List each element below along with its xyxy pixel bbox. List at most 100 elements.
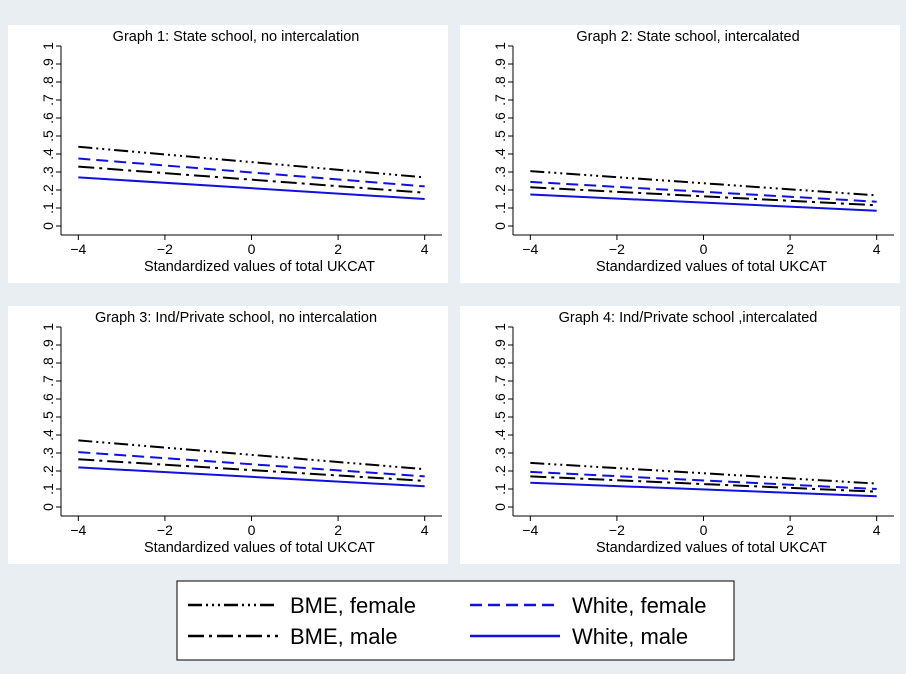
y-tick-label: .1 [492,483,508,495]
x-tick-label: 0 [248,241,256,257]
series-line-bme-female [530,170,877,197]
legend-label: BME, male [290,624,398,649]
y-tick-label: .3 [492,166,508,178]
x-tick-label: −4 [70,522,86,538]
y-tick-label: .1 [40,202,56,214]
x-tick-label: 2 [786,522,794,538]
y-tick-label: .3 [492,447,508,459]
y-tick-label: .1 [40,483,56,495]
x-axis-label: Standardized values of total UKCAT [596,259,827,275]
y-tick-label: .5 [492,130,508,142]
y-tick-label: .3 [40,447,56,459]
legend-label: BME, female [290,593,416,618]
x-tick-label: 2 [786,241,794,257]
legend-item: BME, male [188,624,398,649]
y-tick-label: .5 [40,130,56,142]
panel-3: Graph 3: Ind/Private school, no intercal… [8,306,448,564]
x-tick-label: −2 [157,241,173,257]
y-tick-label: .8 [492,76,508,88]
y-tick-label: 0 [492,503,508,511]
x-tick-label: −4 [70,241,86,257]
x-tick-label: −2 [609,241,625,257]
x-axis-label: Standardized values of total UKCAT [144,540,375,556]
y-tick-label: 1 [40,323,56,331]
series-line-white-male [530,481,877,498]
y-tick-label: .6 [40,393,56,405]
x-tick-label: 0 [248,522,256,538]
y-tick-label: 1 [492,323,508,331]
y-tick-label: .9 [40,58,56,70]
panel-background [8,25,448,283]
y-tick-label: .2 [492,184,508,196]
y-tick-label: .9 [492,58,508,70]
series-line-white-male [78,176,425,200]
y-tick-label: .7 [40,94,56,106]
series-line-white-male [78,466,425,488]
panel-1: Graph 1: State school, no intercalation 0… [8,25,448,283]
panel-title: Graph 2: State school, intercalated [576,29,799,45]
y-tick-label: .2 [492,465,508,477]
legend-item: White, male [470,624,688,649]
series-line-white-female [530,470,877,490]
panel-title: Graph 4: Ind/Private school ,intercalate… [559,310,818,326]
y-tick-label: 1 [492,42,508,50]
series-line-white-male [530,193,877,212]
x-axis-label: Standardized values of total UKCAT [144,259,375,275]
y-tick-label: .7 [492,375,508,387]
series-line-white-female [530,180,877,203]
legend-label: White, female [572,593,707,618]
panel-title: Graph 3: Ind/Private school, no intercal… [95,310,377,326]
series-line-bme-female [530,461,877,485]
y-tick-label: .2 [40,465,56,477]
series-line-white-female [78,157,425,188]
y-tick-label: .9 [40,339,56,351]
x-tick-label: −2 [157,522,173,538]
panel-background [460,25,900,283]
x-tick-label: 0 [700,522,708,538]
y-tick-label: .3 [40,166,56,178]
series-line-bme-female [78,145,425,179]
y-tick-label: .7 [492,94,508,106]
legend-box [176,580,735,661]
series-line-bme-female [78,439,425,471]
x-tick-label: 4 [421,241,429,257]
x-axis-label: Standardized values of total UKCAT [596,540,827,556]
y-tick-label: .2 [40,184,56,196]
x-tick-label: 4 [873,241,881,257]
y-tick-label: .8 [40,357,56,369]
y-tick-label: .7 [40,375,56,387]
y-tick-label: 1 [40,42,56,50]
y-tick-label: .4 [40,148,56,160]
legend: BME, female White, female BME, male White, … [176,580,735,661]
legend-item: BME, female [188,593,416,618]
y-tick-label: .4 [40,429,56,441]
y-tick-label: .8 [40,76,56,88]
panel-2: Graph 2: State school, intercalated 0 .1 .2… [460,25,900,283]
panel-background [8,306,448,564]
y-tick-label: 0 [40,503,56,511]
y-tick-label: .5 [40,411,56,423]
y-tick-label: 0 [492,222,508,230]
x-tick-label: 2 [334,522,342,538]
y-tick-label: 0 [40,222,56,230]
x-tick-label: −4 [522,522,538,538]
x-tick-label: 2 [334,241,342,257]
panel-4: Graph 4: Ind/Private school ,intercalate… [460,306,900,564]
x-tick-label: 4 [873,522,881,538]
y-tick-label: .9 [492,339,508,351]
y-tick-label: .6 [40,112,56,124]
panel-title: Graph 1: State school, no intercalation [113,29,360,45]
legend-item: White, female [470,593,707,618]
y-tick-label: .4 [492,429,508,441]
y-tick-label: .1 [492,202,508,214]
series-line-white-female [78,451,425,478]
y-tick-label: .5 [492,411,508,423]
legend-label: White, male [572,624,688,649]
x-tick-label: 4 [421,522,429,538]
y-tick-label: .4 [492,148,508,160]
y-tick-label: .6 [492,393,508,405]
x-tick-label: −4 [522,241,538,257]
y-tick-label: .6 [492,112,508,124]
